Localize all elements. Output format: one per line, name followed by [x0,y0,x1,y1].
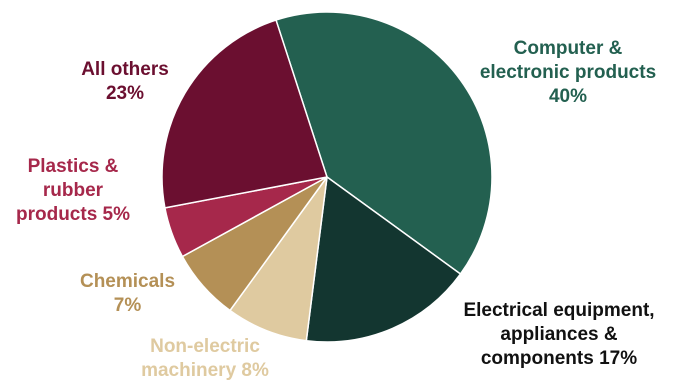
label-line: 23% [105,83,145,104]
label-line: 7% [113,295,142,316]
label-line: Non-electric [150,336,260,357]
label-line: components 17% [480,348,638,369]
slice-label-plastics: Plastics & rubber products 5% [8,155,138,227]
label-line: 40% [548,86,588,107]
label-line: Plastics & [27,156,119,177]
label-line: Electrical equipment, [463,300,655,321]
pie-slices [161,11,493,343]
pie-slice-others [161,19,328,209]
slice-label-chemicals: Chemicals 7% [70,270,185,318]
label-line: All others [81,59,169,80]
label-line: rubber [42,180,104,201]
slice-label-electrical: Electrical equipment, appliances & compo… [444,299,674,371]
label-line: machinery 8% [141,360,269,381]
slice-label-nonelectric: Non-electric machinery 8% [130,335,280,383]
slice-label-computer: Computer & electronic products 40% [468,37,668,109]
slice-label-others: All others 23% [70,58,180,106]
label-line: appliances & [500,324,618,345]
pie-slice-electrical [305,175,462,343]
pie-slice-computer [275,11,493,276]
label-line: electronic products [479,62,657,83]
label-line: Chemicals [79,271,176,292]
label-line: products 5% [15,204,131,225]
label-line: Computer & [513,38,623,59]
